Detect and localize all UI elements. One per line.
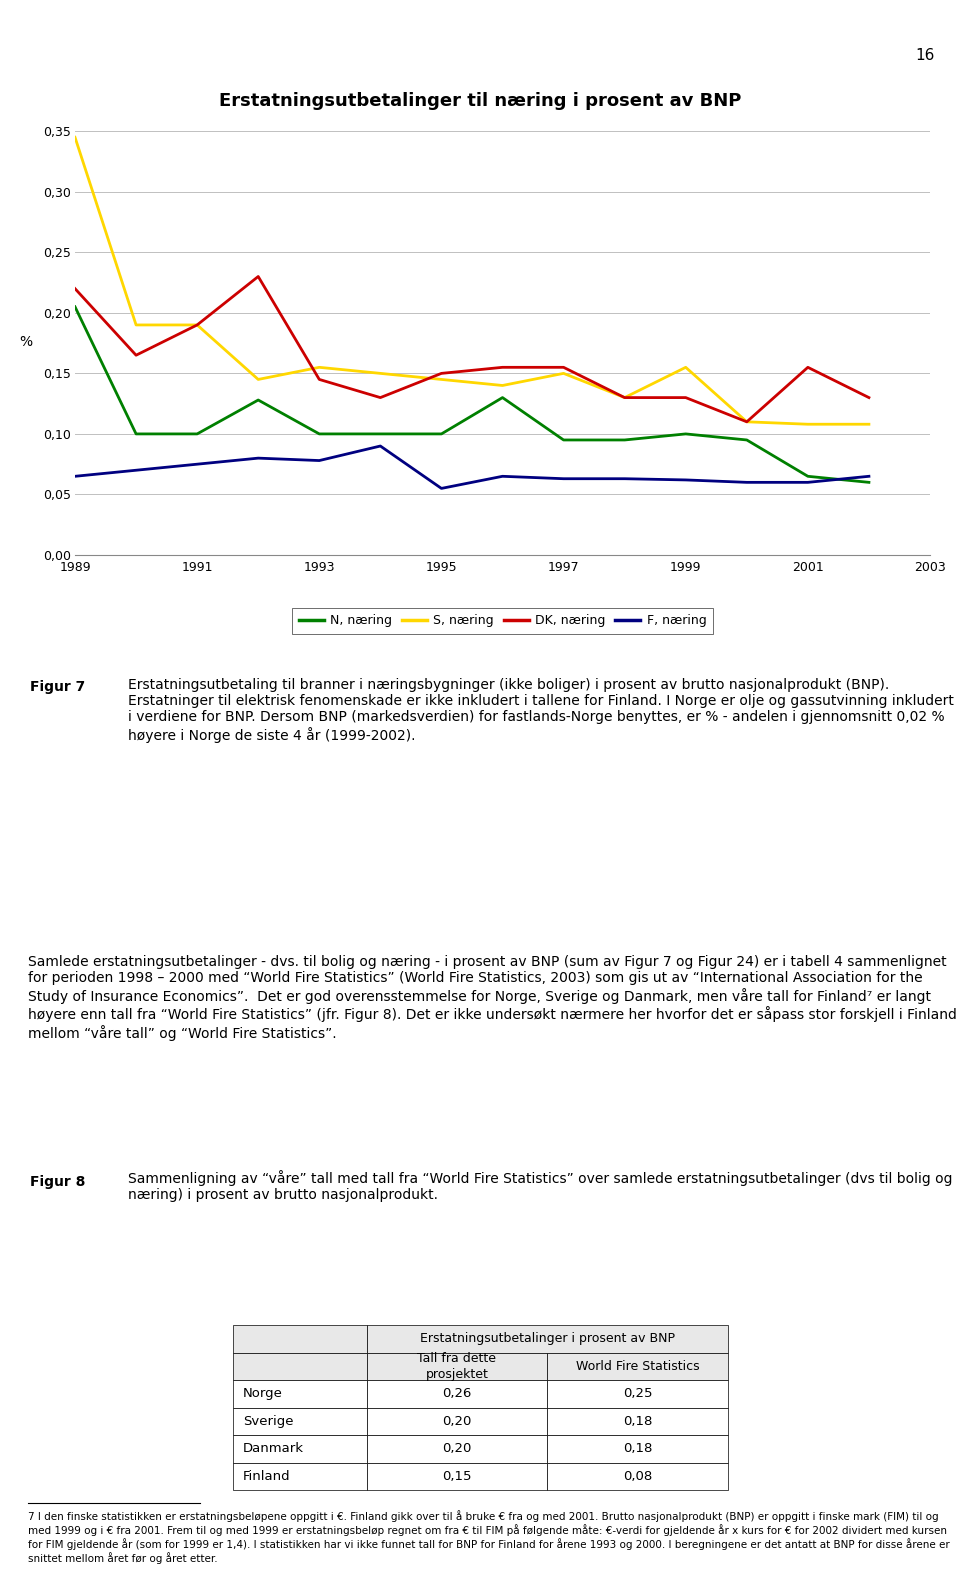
Bar <box>233 1380 367 1408</box>
Bar <box>233 1324 367 1353</box>
Text: Samlede erstatningsutbetalinger - dvs. til bolig og næring - i prosent av BNP (s: Samlede erstatningsutbetalinger - dvs. t… <box>28 955 957 1041</box>
Bar <box>547 1353 728 1380</box>
Bar <box>233 1463 367 1490</box>
Text: Erstatningsutbetalinger i prosent av BNP: Erstatningsutbetalinger i prosent av BNP <box>420 1332 675 1345</box>
Text: World Fire Statistics: World Fire Statistics <box>576 1359 700 1373</box>
Text: 0,08: 0,08 <box>623 1469 652 1483</box>
Text: Sverige: Sverige <box>243 1414 294 1428</box>
Bar <box>547 1380 728 1408</box>
Text: Figur 8: Figur 8 <box>30 1175 85 1189</box>
Bar <box>547 1408 728 1435</box>
Bar <box>367 1380 547 1408</box>
Text: 0,15: 0,15 <box>443 1469 471 1483</box>
Y-axis label: %: % <box>19 335 33 349</box>
Text: 0,25: 0,25 <box>623 1387 653 1400</box>
Bar <box>367 1435 547 1463</box>
Bar <box>367 1324 728 1353</box>
Text: 0,18: 0,18 <box>623 1414 653 1428</box>
Text: 7 I den finske statistikken er erstatningsbeløpene oppgitt i €. Finland gikk ove: 7 I den finske statistikken er erstatnin… <box>28 1510 949 1564</box>
Bar <box>547 1435 728 1463</box>
Bar <box>233 1408 367 1435</box>
Text: Erstatningsutbetaling til branner i næringsbygninger (ikke boliger) i prosent av: Erstatningsutbetaling til branner i næri… <box>128 678 954 742</box>
Bar <box>233 1435 367 1463</box>
Text: Norge: Norge <box>243 1387 283 1400</box>
Text: 16: 16 <box>916 49 935 63</box>
Text: Tall fra dette
prosjektet: Tall fra dette prosjektet <box>418 1351 496 1381</box>
Text: Figur 7: Figur 7 <box>30 680 85 694</box>
Text: 0,20: 0,20 <box>443 1442 471 1455</box>
Text: Danmark: Danmark <box>243 1442 304 1455</box>
Bar <box>367 1408 547 1435</box>
Bar <box>547 1463 728 1490</box>
Text: Erstatningsutbetalinger til næring i prosent av BNP: Erstatningsutbetalinger til næring i pro… <box>219 91 741 110</box>
Text: Sammenligning av “våre” tall med tall fra “World Fire Statistics” over samlede e: Sammenligning av “våre” tall med tall fr… <box>128 1170 952 1202</box>
Text: 0,26: 0,26 <box>443 1387 471 1400</box>
Legend: N, næring, S, næring, DK, næring, F, næring: N, næring, S, næring, DK, næring, F, nær… <box>293 609 712 634</box>
Bar <box>367 1353 547 1380</box>
Bar <box>367 1463 547 1490</box>
Text: 0,18: 0,18 <box>623 1442 653 1455</box>
Text: Finland: Finland <box>243 1469 291 1483</box>
Bar <box>233 1353 367 1380</box>
Text: 0,20: 0,20 <box>443 1414 471 1428</box>
